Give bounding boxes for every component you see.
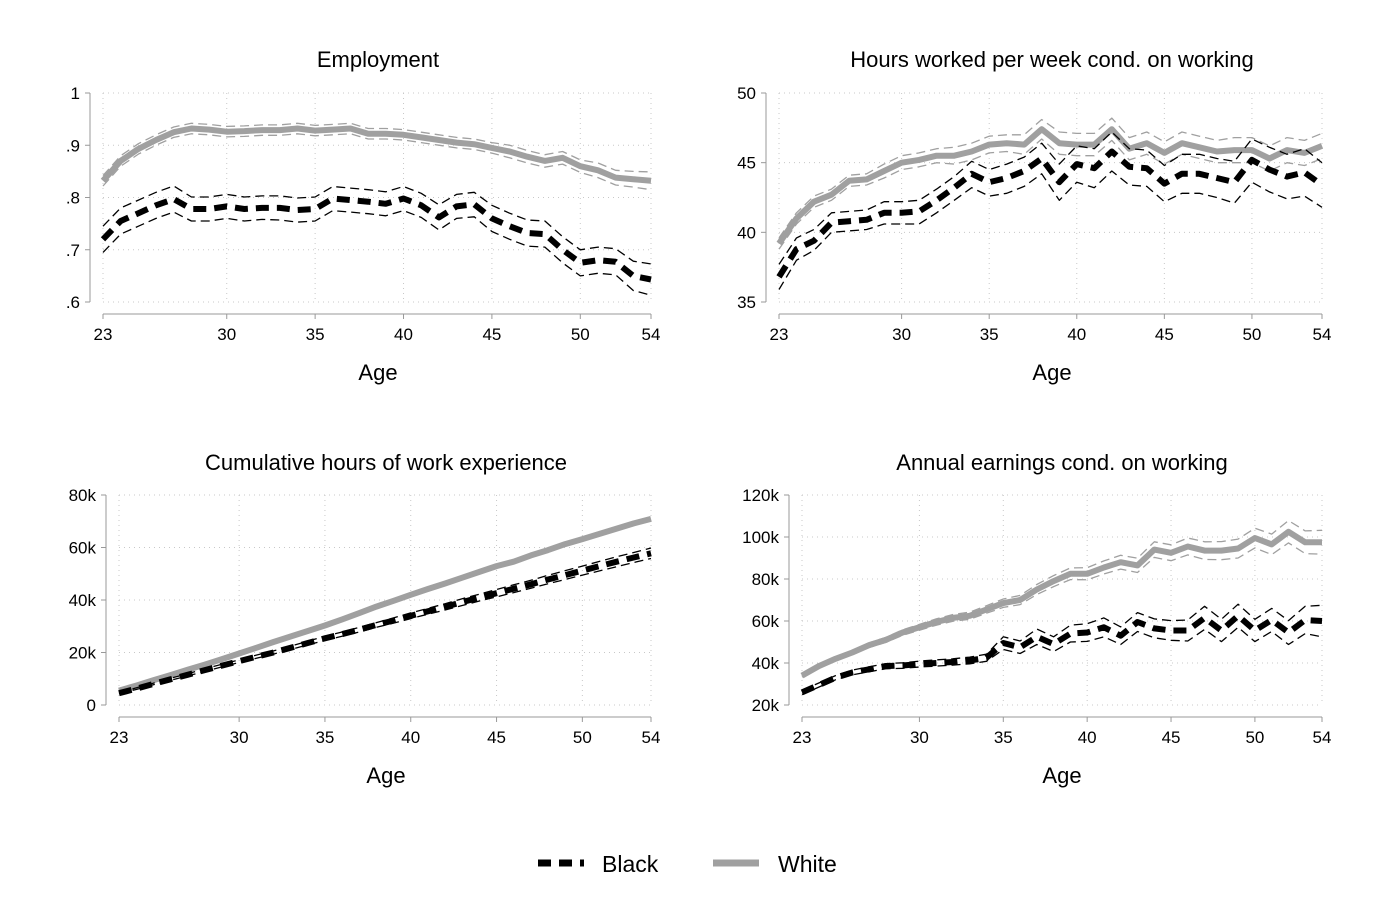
x-tick-label: 23 [770, 325, 789, 344]
ci-low-line-black [778, 170, 1323, 290]
y-tick-label: 50 [737, 84, 756, 103]
y-tick-label: .7 [66, 241, 80, 260]
x-tick-label: 35 [980, 325, 999, 344]
x-tick-label: 30 [892, 325, 911, 344]
y-tick-label: 0 [87, 696, 96, 715]
x-tick-label: 35 [315, 728, 334, 747]
panel-hours-worked: Hours worked per week cond. on working 3… [737, 47, 1331, 385]
y-tick-label: .9 [66, 136, 80, 155]
x-tick-label: 35 [994, 728, 1013, 747]
x-tick-label: 40 [401, 728, 420, 747]
x-tick-label: 45 [1162, 728, 1181, 747]
y-tick-label: 80k [69, 486, 97, 505]
y-tick-label: 80k [752, 570, 780, 589]
y-tick-label: 40k [69, 591, 97, 610]
series-line-black [776, 148, 1324, 279]
x-tick-label: 40 [394, 325, 413, 344]
x-axis-title: Age [358, 360, 397, 385]
series-line-black [800, 612, 1323, 696]
ci-high-line-white [102, 122, 652, 177]
panel-employment: Employment .6 .7 .8 .9 1 23 30 35 40 45 50 54 Age [66, 47, 661, 385]
panel-title: Cumulative hours of work experience [205, 450, 567, 475]
panel-annual-earnings: Annual earnings cond. on working 20k 40k 6… [742, 450, 1331, 788]
x-tick-label: 45 [1155, 325, 1174, 344]
x-axis-title: Age [1032, 360, 1071, 385]
series-line-black [100, 195, 652, 283]
ci-high-line-white [778, 117, 1323, 239]
x-tick-label: 50 [573, 728, 592, 747]
x-tick-label: 50 [1242, 325, 1261, 344]
series-line-white [776, 126, 1324, 246]
x-tick-label: 54 [1313, 728, 1332, 747]
ci-low-line-black [102, 209, 652, 296]
series-line-white [118, 515, 652, 694]
x-axis-title: Age [1042, 763, 1081, 788]
panel-title: Annual earnings cond. on working [896, 450, 1227, 475]
ci-high-line-black [778, 131, 1323, 265]
x-tick-label: 35 [306, 325, 325, 344]
x-tick-label: 23 [110, 728, 129, 747]
ci-low-line-white [778, 138, 1323, 250]
ci-low-line-white [102, 133, 652, 191]
y-tick-label: 20k [752, 696, 780, 715]
y-tick-label: 35 [737, 293, 756, 312]
y-tick-label: 40 [737, 223, 756, 242]
legend-label-black: Black [602, 851, 659, 877]
y-tick-label: 40k [752, 654, 780, 673]
y-tick-label: 45 [737, 154, 756, 173]
y-tick-label: 120k [742, 486, 779, 505]
y-tick-label: 60k [752, 612, 780, 631]
x-tick-label: 45 [482, 325, 501, 344]
x-tick-label: 50 [571, 325, 590, 344]
x-tick-label: 40 [1078, 728, 1097, 747]
x-tick-label: 30 [230, 728, 249, 747]
y-tick-label: 60k [69, 539, 97, 558]
panel-title: Employment [317, 47, 439, 72]
x-tick-label: 45 [487, 728, 506, 747]
panel-cumulative-hours: Cumulative hours of work experience 0 20k… [69, 450, 661, 788]
legend: Black White [538, 851, 837, 877]
ci-low-line-black [118, 557, 652, 695]
ci-high-line-white [801, 519, 1323, 675]
series-line-black [118, 550, 652, 697]
x-tick-label: 23 [94, 325, 113, 344]
y-tick-label: 1 [71, 84, 80, 103]
x-tick-label: 54 [1313, 325, 1332, 344]
x-tick-label: 54 [642, 728, 661, 747]
x-tick-label: 30 [910, 728, 929, 747]
x-tick-label: 40 [1067, 325, 1086, 344]
ci-high-line-black [102, 185, 652, 265]
series-line-white [100, 125, 652, 184]
x-axis-title: Age [366, 763, 405, 788]
y-tick-label: .6 [66, 293, 80, 312]
series-line-white [800, 528, 1322, 679]
y-tick-label: 100k [742, 528, 779, 547]
x-tick-label: 50 [1245, 728, 1264, 747]
panel-title: Hours worked per week cond. on working [850, 47, 1254, 72]
x-tick-label: 23 [793, 728, 812, 747]
x-tick-label: 54 [642, 325, 661, 344]
y-tick-label: 20k [69, 644, 97, 663]
legend-label-white: White [778, 851, 837, 877]
x-tick-label: 30 [217, 325, 236, 344]
y-tick-label: .8 [66, 189, 80, 208]
